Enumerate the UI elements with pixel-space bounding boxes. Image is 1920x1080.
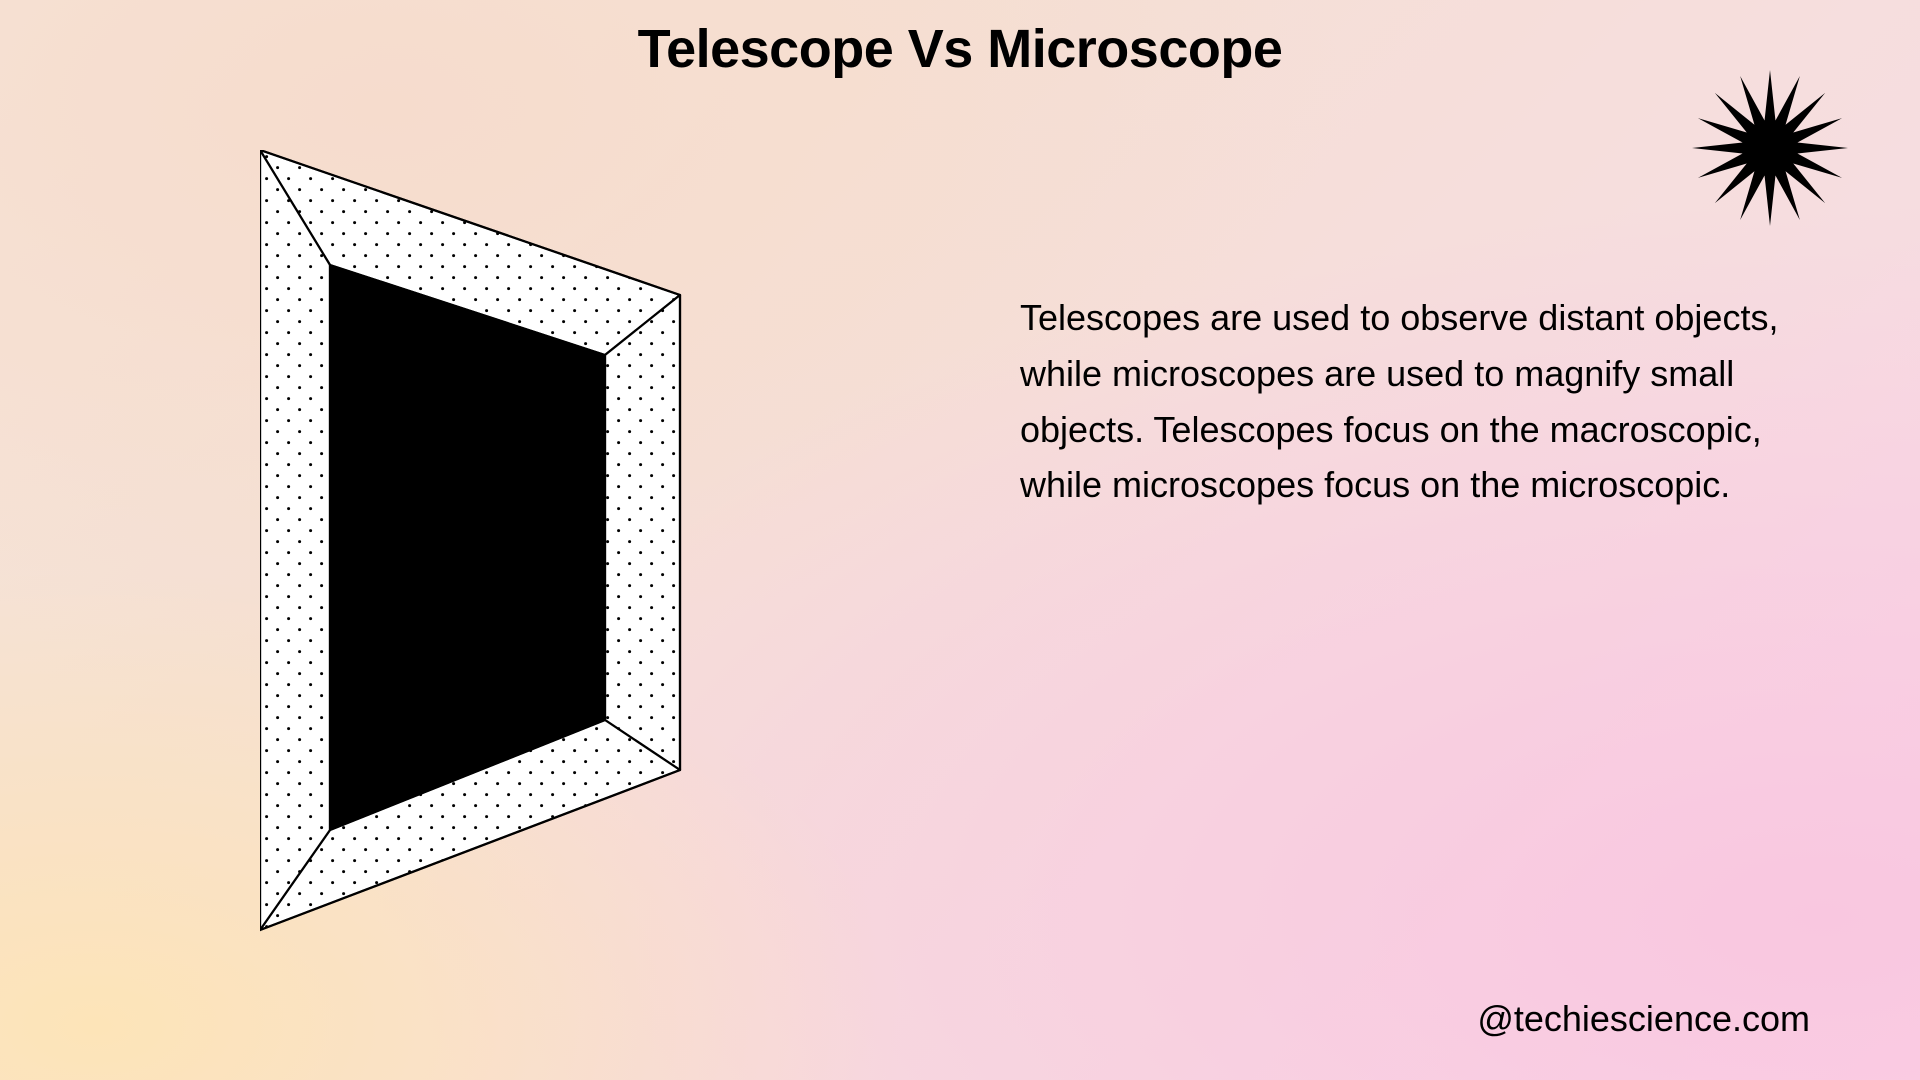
slide-canvas: Telescope Vs Microscope Telescopes are u…	[0, 0, 1920, 1080]
page-title: Telescope Vs Microscope	[0, 18, 1920, 80]
isometric-frame-graphic	[260, 150, 720, 970]
body-paragraph: Telescopes are used to observe distant o…	[1020, 290, 1820, 513]
starburst-icon	[1688, 66, 1852, 230]
attribution-text: @techiescience.com	[1477, 998, 1810, 1040]
